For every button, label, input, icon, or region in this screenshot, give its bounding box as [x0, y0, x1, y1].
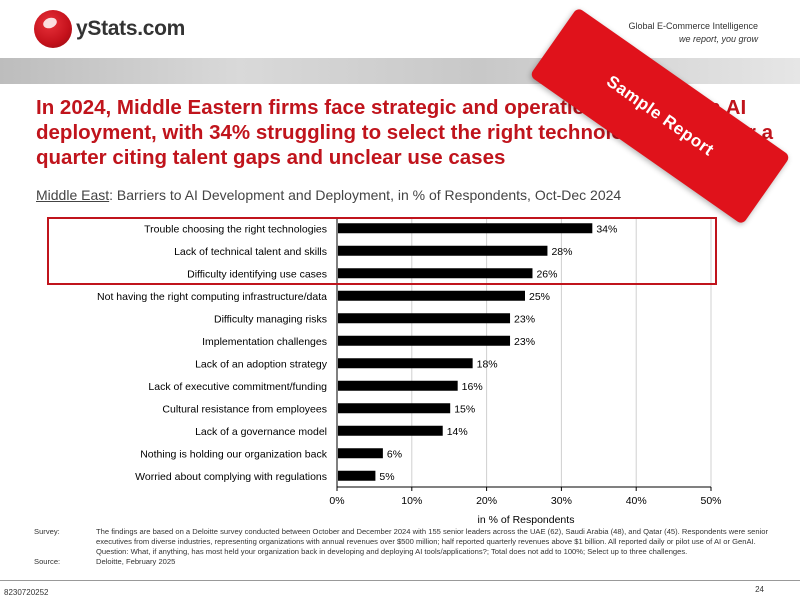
- category-label: Implementation challenges: [202, 336, 327, 348]
- x-tick-label: 0%: [329, 495, 344, 507]
- bar: [338, 245, 548, 256]
- bar: [338, 290, 525, 301]
- x-tick-label: 40%: [626, 495, 647, 507]
- page-id: 8230720252: [4, 588, 49, 597]
- source-label: Source:: [34, 557, 61, 566]
- tagline-main: Global E-Commerce Intelligence: [628, 21, 758, 31]
- bar: [338, 380, 458, 391]
- bar: [338, 268, 533, 279]
- data-label: 5%: [379, 471, 394, 483]
- data-label: 14%: [447, 426, 468, 438]
- data-label: 16%: [462, 381, 483, 393]
- logo-text: yStats.com: [76, 17, 186, 40]
- data-label: 23%: [514, 336, 535, 348]
- ystats-logo[interactable]: yStats.com: [34, 10, 185, 48]
- data-label: 23%: [514, 313, 535, 325]
- source-text: Deloitte, February 2025: [96, 557, 176, 566]
- category-label: Lack of an adoption strategy: [195, 358, 328, 370]
- bar: [338, 425, 443, 436]
- header: yStats.com Global E-Commerce Intelligenc…: [0, 0, 800, 58]
- category-label: Difficulty identifying use cases: [187, 268, 327, 280]
- x-tick-label: 10%: [401, 495, 422, 507]
- bar: [338, 223, 593, 234]
- category-label: Cultural resistance from employees: [162, 403, 327, 415]
- survey-text: The findings are based on a Deloitte sur…: [96, 527, 769, 556]
- data-label: 28%: [551, 246, 572, 258]
- category-label: Lack of executive commitment/funding: [148, 381, 327, 393]
- x-tick-label: 50%: [700, 495, 721, 507]
- data-label: 34%: [596, 223, 617, 235]
- chart-title-rest: : Barriers to AI Development and Deploym…: [109, 187, 622, 203]
- x-tick-label: 20%: [476, 495, 497, 507]
- category-label: Nothing is holding our organization back: [140, 448, 328, 460]
- page-number: 24: [755, 585, 764, 594]
- chart-title: Middle East: Barriers to AI Development …: [36, 187, 621, 203]
- bar: [338, 313, 511, 324]
- category-label: Worried about complying with regulations: [135, 471, 327, 483]
- tagline-sub: we report, you grow: [678, 34, 758, 44]
- footer-divider: [0, 580, 800, 581]
- bar: [338, 335, 511, 346]
- bar: [338, 403, 451, 414]
- bar: [338, 358, 473, 369]
- bar: [338, 448, 383, 459]
- survey-note: Survey: The findings are based on a Delo…: [34, 527, 774, 557]
- footnote: Survey: The findings are based on a Delo…: [34, 527, 774, 567]
- category-label: Not having the right computing infrastru…: [97, 291, 327, 303]
- logo-globe-icon: [34, 10, 72, 48]
- category-label: Lack of technical talent and skills: [174, 246, 327, 258]
- data-label: 15%: [454, 403, 475, 415]
- category-label: Difficulty managing risks: [214, 313, 327, 325]
- data-label: 25%: [529, 291, 550, 303]
- survey-label: Survey:: [34, 527, 60, 536]
- category-label: Trouble choosing the right technologies: [144, 223, 327, 235]
- data-label: 6%: [387, 448, 402, 460]
- chart-title-region: Middle East: [36, 187, 110, 203]
- bar: [338, 470, 376, 481]
- source-note: Source: Deloitte, February 2025: [34, 557, 774, 567]
- x-tick-label: 30%: [551, 495, 572, 507]
- bar-chart: 0% 10% 20% 30% 40% 50% Trouble choosing the ri…: [97, 217, 722, 526]
- category-label: Lack of a governance model: [195, 426, 327, 438]
- highlight-box: [47, 217, 717, 285]
- data-label: 26%: [536, 268, 557, 280]
- x-axis-title: in % of Respondents: [478, 514, 575, 526]
- tagline: Global E-Commerce Intelligence we report…: [628, 20, 758, 46]
- data-label: 18%: [477, 358, 498, 370]
